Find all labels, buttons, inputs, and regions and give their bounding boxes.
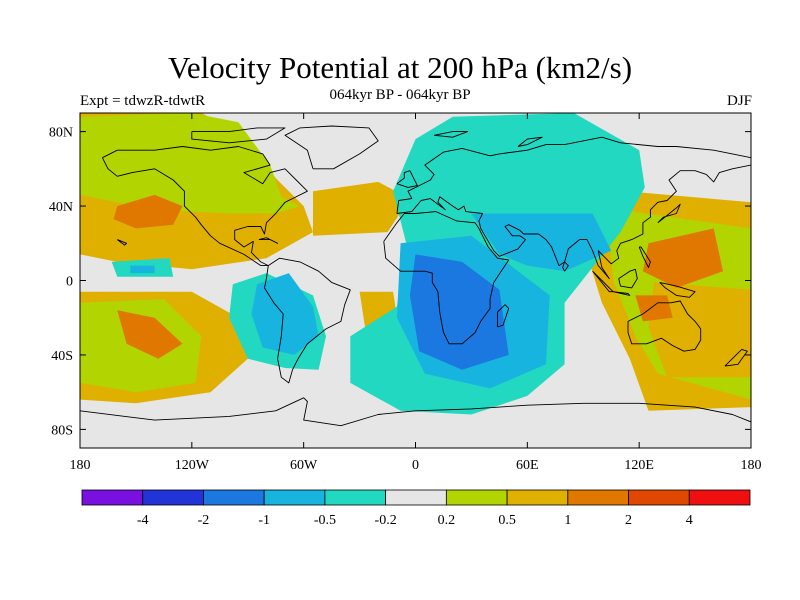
contour-region (113, 194, 183, 229)
contour-region (117, 310, 183, 359)
colorbar-swatch (688, 489, 751, 506)
lon-tick-label: 180 (741, 458, 762, 473)
lat-tick-label: 40S (51, 349, 73, 364)
coastline (396, 170, 418, 188)
contour-region (635, 295, 673, 322)
colorbar-swatch (142, 489, 204, 506)
colorbar-swatch (506, 489, 569, 506)
coastline (191, 127, 286, 144)
colorbar-swatch (628, 489, 690, 506)
colorbar-label: -0.5 (314, 513, 336, 528)
colorbar-label: -2 (198, 513, 210, 528)
coastline (517, 136, 543, 147)
contour-region (409, 254, 509, 370)
colorbar-swatch (567, 489, 629, 506)
contour-region (130, 265, 155, 274)
lat-tick-label: 80S (51, 423, 73, 438)
lat-tick-label: 40N (49, 200, 73, 215)
season-label: DJF (726, 93, 752, 109)
coastline (434, 131, 469, 138)
colorbar-label: 0.5 (498, 513, 516, 528)
colorbar-swatch (81, 489, 144, 506)
lon-tick-label: 120W (175, 458, 210, 473)
colorbar-label: -0.2 (375, 513, 397, 528)
colorbar-swatch (263, 489, 326, 506)
coastline (659, 281, 696, 298)
coastline (396, 136, 751, 280)
coastline (383, 211, 510, 345)
coastline (638, 246, 651, 268)
lat-tick-label: 0 (66, 275, 73, 290)
contour-region (648, 282, 751, 378)
lon-tick-label: 60W (290, 458, 318, 473)
colorbar-swatch (203, 489, 265, 506)
coastline (562, 261, 569, 272)
coastline (627, 300, 702, 352)
colorbar-label: 1 (564, 513, 571, 528)
lon-tick-label: 0 (412, 458, 419, 473)
colorbar-label: -1 (258, 513, 270, 528)
contour-field (80, 113, 751, 448)
contour-region (80, 113, 300, 214)
experiment-label: Expt = tdwzR-tdwtR (80, 93, 206, 109)
colorbar-swatch (385, 489, 447, 506)
coastline (284, 125, 379, 170)
colorbar-label: 4 (686, 513, 693, 528)
contour-region (642, 228, 723, 288)
colorbar-label: 0.2 (438, 513, 456, 528)
lon-tick-label: 60E (516, 458, 539, 473)
period-label: 064kyr BP - 064kyr BP (329, 87, 471, 103)
page-title: Velocity Potential at 200 hPa (km2/s) (167, 50, 633, 85)
coastlines (80, 125, 751, 427)
lon-tick-label: 120E (624, 458, 654, 473)
colorbar: -4 -2 -1 -0.5 -0.2 0.2 0.5 1 2 4 (81, 489, 751, 528)
coastline (657, 203, 681, 224)
coastline (117, 239, 128, 246)
coastline (258, 237, 279, 244)
axis-ticks: 180 120W 60W 0 60E 120E 180 80N 40N 0 40S 80S (49, 113, 762, 473)
coastline (264, 257, 351, 384)
colorbar-swatch (324, 489, 387, 506)
colorbar-label: -4 (137, 513, 149, 528)
coastline (618, 268, 638, 289)
coastline (724, 348, 748, 367)
colorbar-label: 2 (625, 513, 632, 528)
lon-tick-label: 180 (70, 458, 91, 473)
coastline (80, 397, 751, 427)
lat-tick-label: 80N (49, 126, 73, 141)
coastline (613, 291, 631, 296)
coastline (101, 146, 308, 267)
contour-region (313, 181, 410, 236)
colorbar-swatch (445, 489, 508, 506)
coastline (497, 304, 510, 328)
